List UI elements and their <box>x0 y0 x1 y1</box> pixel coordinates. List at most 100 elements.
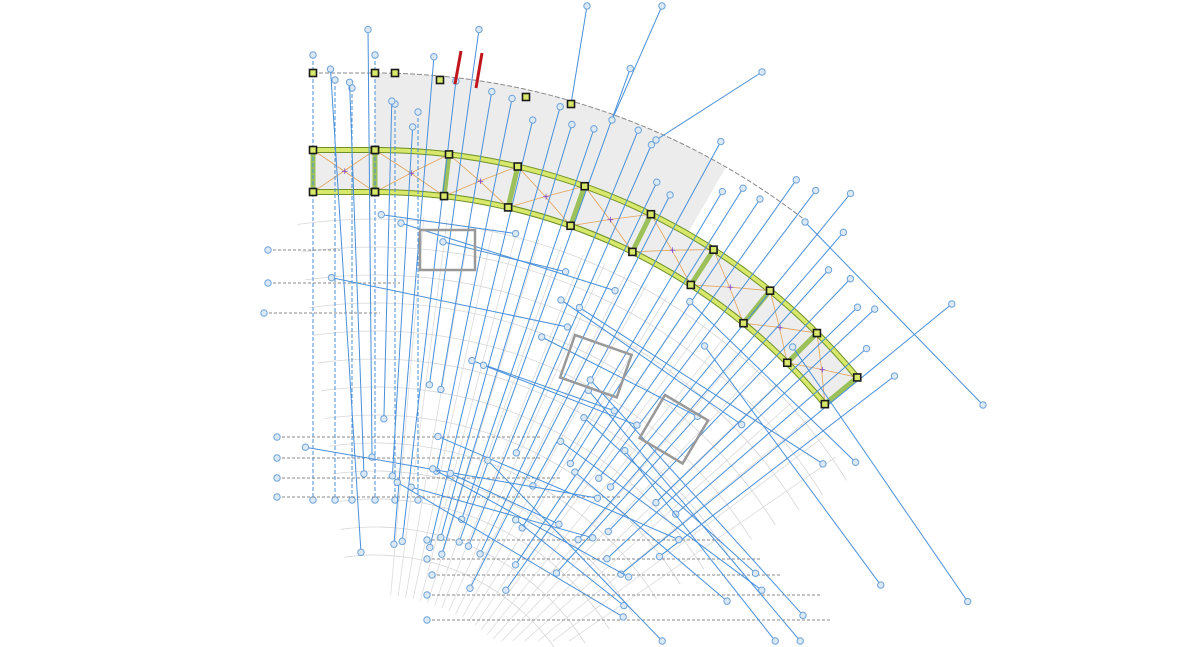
column <box>308 68 318 78</box>
panel-marker: + <box>669 246 677 256</box>
grid-bubble <box>877 581 885 589</box>
inner-beam <box>313 190 827 406</box>
cross-beam <box>630 213 654 254</box>
grid-line <box>437 435 679 541</box>
grid-bubble <box>963 597 972 606</box>
grid-bubble <box>437 533 445 542</box>
grid-bubble <box>862 344 871 353</box>
cross-beam <box>505 165 521 208</box>
grid-bubble <box>464 542 473 550</box>
grid-bubble <box>488 87 496 96</box>
grid-bubble <box>260 309 268 317</box>
column <box>812 328 822 338</box>
grid-bubble <box>604 527 612 536</box>
grid-bubble <box>425 381 434 389</box>
grid-bubble <box>377 210 386 219</box>
column <box>820 399 830 409</box>
grid-line <box>589 379 804 616</box>
grid-line <box>515 519 625 606</box>
highlight-mark <box>474 52 484 89</box>
reference-arc <box>297 218 847 481</box>
grid-bubble <box>423 591 431 599</box>
grid-line <box>396 481 624 618</box>
grid-bubble <box>273 493 281 501</box>
grid-bubble <box>846 189 855 198</box>
panel-hatch <box>671 249 692 286</box>
grid-line <box>400 222 616 292</box>
grid-line <box>461 128 595 520</box>
grid-bubble <box>819 460 827 468</box>
grid-line <box>428 29 480 385</box>
grid-line <box>704 345 882 586</box>
panel-marker: + <box>607 216 615 226</box>
column <box>566 221 575 231</box>
panel-hatch <box>713 249 730 288</box>
grid-bubble <box>948 300 956 308</box>
grid-bubble <box>788 343 797 351</box>
panel-hatch <box>779 327 788 363</box>
grid-bubble <box>414 496 422 504</box>
grid-bubble <box>331 76 339 84</box>
grid-line <box>655 306 858 504</box>
grid-line <box>483 364 638 426</box>
reference-line <box>486 337 725 635</box>
panel-hatch <box>821 369 826 405</box>
reference-line <box>405 223 471 598</box>
grid-line <box>583 417 756 574</box>
grid-bubble <box>301 443 310 451</box>
grid-bubble <box>437 385 445 394</box>
grid-bubble <box>870 305 879 313</box>
panel-hatch <box>671 249 714 251</box>
grid-line <box>440 106 561 538</box>
grid-bubble <box>430 53 438 61</box>
grid-bubble <box>801 218 809 226</box>
grid-bubble <box>434 432 442 441</box>
reference-arc <box>328 442 657 600</box>
grid-bubble <box>529 482 537 490</box>
reference-line <box>427 239 540 603</box>
grid-bubble <box>655 552 664 561</box>
grid-line <box>515 198 761 566</box>
column <box>521 92 531 102</box>
panel-hatch <box>632 249 672 253</box>
panel-hatch <box>374 172 411 193</box>
column <box>444 150 454 159</box>
panel-hatch <box>821 368 858 378</box>
panel-hatch <box>544 196 571 227</box>
grid-line <box>532 141 722 487</box>
grid-bubble <box>512 516 520 524</box>
reference-arc <box>344 554 555 647</box>
column <box>580 181 589 191</box>
grid-bubble <box>388 472 397 480</box>
grid-line <box>541 336 698 417</box>
grid-bubble <box>633 421 641 429</box>
grid-bubble <box>380 415 388 423</box>
grid-bubble <box>758 68 766 76</box>
panel-hatch <box>448 154 480 182</box>
grid-line <box>659 375 895 557</box>
upper-slab <box>375 73 726 234</box>
grid-bubble <box>563 323 572 331</box>
panel-marker: + <box>542 192 550 202</box>
grid-bubble <box>758 586 766 594</box>
reference-line <box>537 419 808 642</box>
grid-bubble <box>717 137 725 146</box>
core-wall <box>418 228 477 272</box>
grid-line <box>471 360 615 412</box>
grid-line <box>515 144 652 454</box>
grid-bubble <box>414 108 422 116</box>
cross-beam <box>568 185 588 227</box>
grid-line <box>479 182 658 555</box>
grid-line <box>569 187 744 464</box>
grid-bubble <box>348 496 356 504</box>
background-reference-lines <box>297 217 847 647</box>
curved-beam-band: + + + + + + + + + <box>310 147 860 407</box>
grid-bubble <box>273 454 281 462</box>
panel-marker: + <box>408 169 416 179</box>
grid-bubble <box>620 601 628 610</box>
panel-hatch <box>410 172 445 197</box>
grid-bubble <box>583 2 591 10</box>
panel-hatch <box>584 185 610 220</box>
grid-bubble <box>552 569 561 577</box>
